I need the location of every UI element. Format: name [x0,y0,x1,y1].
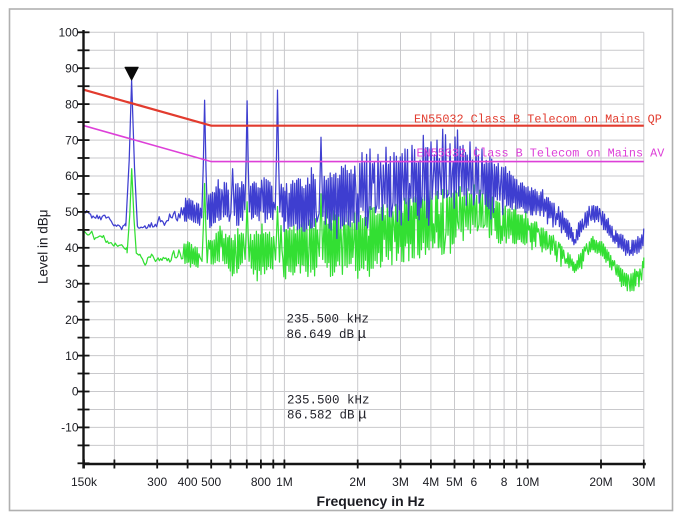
svg-text:6: 6 [470,475,477,489]
svg-text:235.500 kHz: 235.500 kHz [287,313,370,327]
svg-text:800: 800 [251,475,271,489]
svg-text:300: 300 [147,475,167,489]
svg-text:EN55032 Class B Telecom on Mai: EN55032 Class B Telecom on Mains AV [417,146,666,160]
svg-text:235.500 kHz: 235.500 kHz [287,393,370,407]
svg-text:80: 80 [65,97,79,111]
svg-text:70: 70 [65,133,79,147]
svg-text:30M: 30M [632,475,655,489]
svg-text:1M: 1M [276,475,293,489]
svg-text:500: 500 [201,475,221,489]
svg-text:Frequency in Hz: Frequency in Hz [317,493,425,509]
svg-text:EN55032 Class B Telecom on Mai: EN55032 Class B Telecom on Mains QP [414,112,662,126]
svg-text:Level in dBμ: Level in dBμ [36,209,51,284]
svg-text:400: 400 [178,475,198,489]
svg-text:5M: 5M [446,475,463,489]
svg-text:100: 100 [58,26,78,40]
svg-text:86.582 dBμ: 86.582 dB μ [287,408,367,424]
svg-text:30: 30 [65,277,79,291]
svg-text:150k: 150k [71,475,98,489]
svg-text:10: 10 [65,349,79,363]
svg-text:50: 50 [65,205,79,219]
svg-text:-10: -10 [61,421,79,435]
svg-text:90: 90 [65,61,79,75]
svg-text:20M: 20M [589,475,612,489]
svg-text:60: 60 [65,169,79,183]
svg-text:4M: 4M [423,475,440,489]
svg-text:86.649 dBμ: 86.649 dB μ [287,327,367,343]
svg-text:20: 20 [65,313,79,327]
svg-text:2M: 2M [349,475,366,489]
svg-text:8: 8 [501,475,508,489]
svg-text:3M: 3M [392,475,409,489]
svg-text:10M: 10M [516,475,539,489]
svg-text:0: 0 [72,385,79,399]
svg-text:40: 40 [65,241,79,255]
